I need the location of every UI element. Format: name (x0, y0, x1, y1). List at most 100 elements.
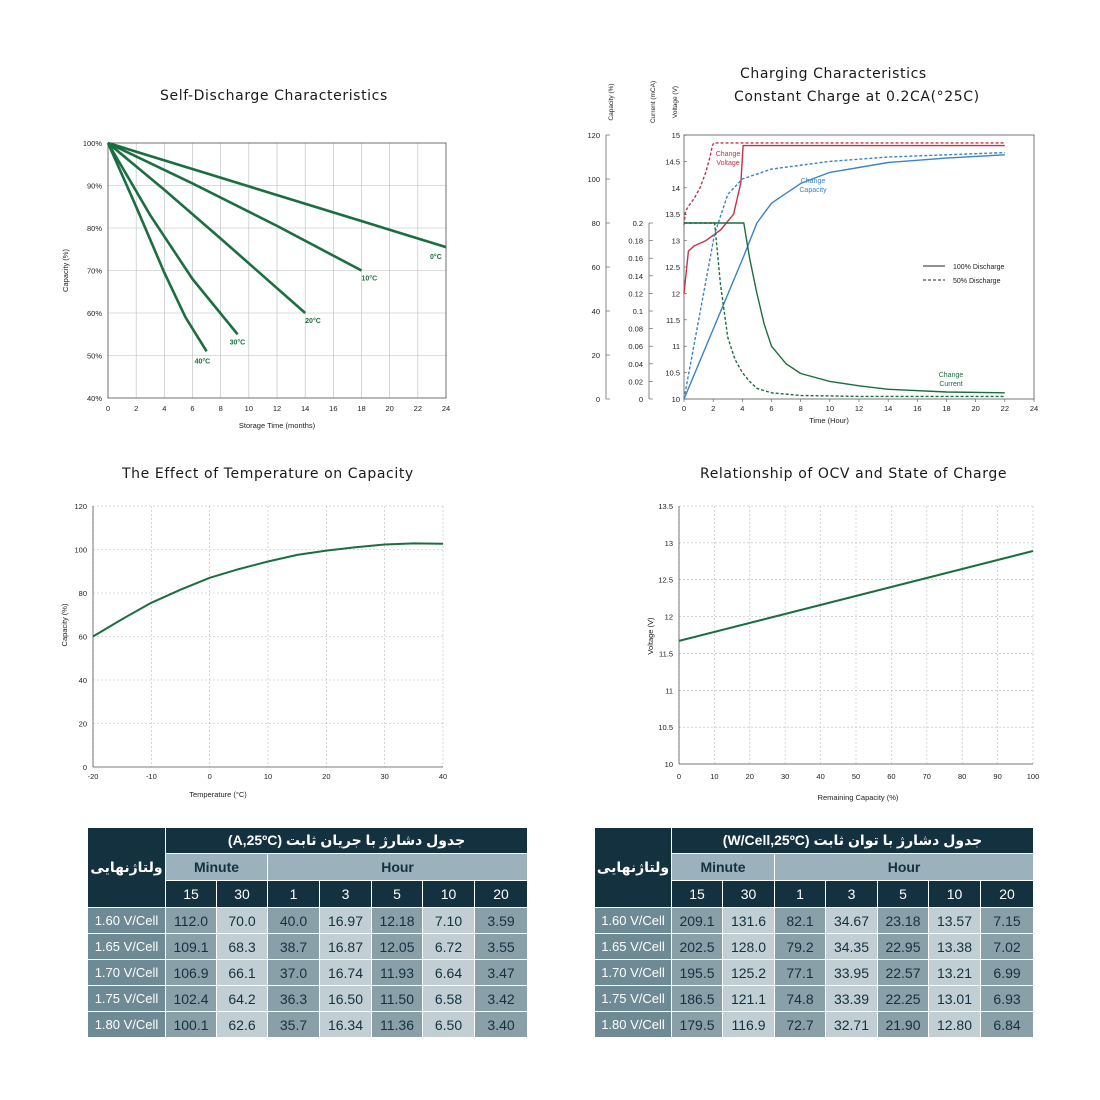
column-header: 15 (671, 880, 723, 908)
series-line-3 (106, 142, 239, 336)
ocv-soc-title: Relationship of OCV and State of Charge (700, 466, 1008, 482)
current-tick-label: 0.02 (628, 377, 643, 386)
column-header: 1 (774, 880, 826, 908)
x-tick-label: 90 (993, 772, 1001, 781)
x-axis-label: Temperature (°C) (189, 790, 247, 799)
end-voltage-header: ولتاژنهایی (87, 827, 166, 908)
x-tick-label: 0 (106, 404, 110, 413)
table-row: 1.60 V/Cell 209.1 131.6 82.1 34.67 23.18 13.57… (594, 907, 1035, 934)
series-label: 30°C (230, 338, 246, 346)
group-hour: Hour (266, 853, 529, 881)
table-title: جدول دشارژ با توان ثابت (W/Cell,25ºC) (670, 827, 1035, 854)
table-cell: 77.1 (774, 959, 826, 986)
voltage-tick-label: 10.5 (665, 369, 680, 378)
x-tick-label: 4 (740, 404, 744, 413)
x-tick-label: 0 (682, 404, 686, 413)
x-tick-label: 0 (208, 772, 212, 781)
table-cell: 62.6 (216, 1011, 268, 1038)
table-cell: 12.05 (371, 933, 423, 960)
table-cell: 82.1 (774, 907, 826, 934)
charging-series-blue-dashed (683, 151, 1005, 400)
constant-power-discharge-table: ولتاژنهایی جدول دشارژ با توان ثابت (W/Ce… (594, 827, 1035, 1038)
table-row: 1.65 V/Cell 202.5 128.0 79.2 34.35 22.95 13.38… (594, 933, 1035, 960)
table-row: 1.70 V/Cell 106.9 66.1 37.0 16.74 11.93 6.64 3.… (87, 959, 529, 986)
ocv-line (678, 550, 1034, 642)
x-tick-label: 6 (769, 404, 773, 413)
series-label: 40°C (195, 357, 211, 365)
charging-title: Charging Characteristics (740, 66, 927, 82)
table-cell: 3.55 (473, 933, 529, 960)
table-cell: 100.1 (165, 1011, 217, 1038)
table-cell: 35.7 (267, 1011, 320, 1038)
table-cell: 128.0 (722, 933, 775, 960)
capacity-tick-label: 60 (592, 263, 600, 272)
table-cell: 22.57 (877, 959, 929, 986)
capacity-tick-label: 0 (596, 395, 600, 404)
table-cell: 16.97 (319, 907, 372, 934)
y-tick-label: 12 (665, 613, 673, 622)
table-cell: 106.9 (165, 959, 217, 986)
x-tick-label: 40 (439, 772, 447, 781)
charging-series-red-solid (683, 144, 1005, 294)
row-label: 1.75 V/Cell (87, 985, 166, 1012)
annotation-label: Change (716, 151, 741, 158)
table-cell: 33.95 (825, 959, 878, 986)
table-cell: 116.9 (722, 1011, 775, 1038)
table-cell: 12.18 (371, 907, 423, 934)
voltage-tick-label: 12.5 (665, 263, 680, 272)
y-tick-label: 100 (74, 546, 87, 555)
x-tick-label: 2 (134, 404, 138, 413)
table-row: 1.80 V/Cell 179.5 116.9 72.7 32.71 21.90 12.80… (594, 1011, 1035, 1038)
table-cell: 186.5 (671, 985, 723, 1012)
x-tick-label: 4 (162, 404, 166, 413)
legend-label: 100% Discharge (953, 264, 1004, 271)
temperature-capacity-line (92, 542, 444, 638)
table-cell: 79.2 (774, 933, 826, 960)
x-tick-label: 100 (1027, 772, 1040, 781)
y-axis-label: Voltage (V) (646, 617, 655, 655)
column-header: 5 (371, 880, 423, 908)
table-cell: 109.1 (165, 933, 217, 960)
y-axis-label: Capacity (%) (61, 249, 70, 292)
table-cell: 6.64 (422, 959, 475, 986)
y-tick-label: 120 (74, 502, 87, 511)
table-cell: 11.36 (371, 1011, 423, 1038)
table-row: 1.70 V/Cell 195.5 125.2 77.1 33.95 22.57 13.21… (594, 959, 1035, 986)
x-tick-label: 20 (746, 772, 754, 781)
x-tick-label: 10 (264, 772, 272, 781)
table-row: 1.80 V/Cell 100.1 62.6 35.7 16.34 11.36 6.50 3.… (87, 1011, 529, 1038)
annotation-label: Voltage (716, 160, 739, 167)
x-tick-label: 60 (887, 772, 895, 781)
x-tick-label: 6 (190, 404, 194, 413)
x-tick-label: -20 (88, 772, 99, 781)
voltage-tick-label: 14 (672, 184, 680, 193)
y-tick-label: 70% (87, 267, 102, 276)
table-cell: 3.59 (473, 907, 529, 934)
table-cell: 22.25 (877, 985, 929, 1012)
x-axis-label: Storage Time (months) (239, 421, 316, 430)
constant-current-discharge-table: ولتاژنهایی جدول دشارژ با جریان ثابت (A,2… (87, 827, 529, 1038)
column-header: 30 (216, 880, 268, 908)
y-tick-label: 100% (83, 139, 103, 148)
x-tick-label: 20 (385, 404, 393, 413)
x-tick-label: 20 (322, 772, 330, 781)
table-cell: 6.50 (422, 1011, 475, 1038)
series-label: 20°C (305, 317, 321, 325)
x-tick-label: 24 (442, 404, 450, 413)
legend-label: 50% Discharge (953, 278, 1001, 285)
table-cell: 34.67 (825, 907, 878, 934)
table-cell: 121.1 (722, 985, 775, 1012)
x-tick-label: 16 (913, 404, 921, 413)
table-cell: 13.21 (928, 959, 981, 986)
table-cell: 23.18 (877, 907, 929, 934)
group-hour: Hour (773, 853, 1035, 881)
table-cell: 195.5 (671, 959, 723, 986)
y-tick-label: 60% (87, 309, 102, 318)
table-cell: 16.87 (319, 933, 372, 960)
self-discharge-title: Self-Discharge Characteristics (160, 88, 388, 104)
y-tick-label: 10.5 (658, 723, 673, 732)
table-cell: 6.58 (422, 985, 475, 1012)
x-tick-label: 18 (942, 404, 950, 413)
row-label: 1.80 V/Cell (594, 1011, 672, 1038)
column-header: 30 (722, 880, 775, 908)
